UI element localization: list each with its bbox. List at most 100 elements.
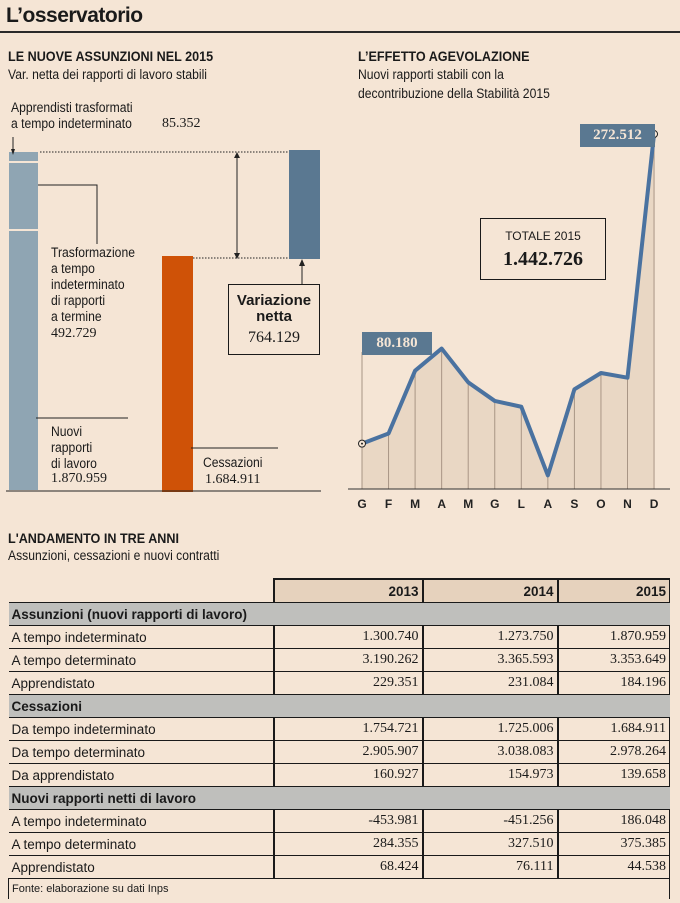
col-header: 2015 (556, 578, 670, 603)
table-row: A tempo determinato 3.190.262 3.365.593 3.3… (8, 648, 670, 672)
nuovi-label: rapporti (51, 440, 93, 455)
row-label: A tempo determinato (8, 832, 274, 856)
x-tick-label: D (650, 497, 659, 511)
table-subtitle: Assunzioni, cessazioni e nuovi contratti (8, 548, 220, 563)
table-row: Da tempo determinato 2.905.907 3.038.083 2.… (8, 740, 670, 764)
section-row: Nuovi rapporti netti di lavoro (8, 786, 670, 810)
x-tick-label: N (623, 497, 632, 511)
trasf-label: Trasformazione (51, 245, 135, 260)
nuovi-label: di lavoro (51, 456, 97, 471)
cell-value: 2.905.907 (272, 740, 423, 764)
row-label: Da tempo determinato (8, 740, 274, 764)
row-label: A tempo indeterminato (8, 809, 274, 833)
trasf-label: di rapporti (51, 293, 106, 308)
cell-value: 1.300.740 (272, 625, 423, 649)
cell-value: 76.111 (421, 855, 558, 879)
table-row: A tempo indeterminato -453.981 -451.256 186… (8, 809, 670, 833)
col-header: 2014 (421, 578, 558, 603)
bar-trasformazione (9, 163, 38, 229)
bar-variazione-netta (289, 150, 320, 259)
total-box: TOTALE 2015 1.442.726 (480, 218, 606, 280)
cell-value: -453.981 (272, 809, 423, 833)
x-tick-label: M (410, 497, 420, 511)
table-row: Apprendistato 68.424 76.111 44.538 (8, 855, 670, 879)
first-value-callout: 80.180 (362, 332, 432, 355)
cell-value: -451.256 (421, 809, 558, 833)
x-tick-label: M (463, 497, 473, 511)
row-label: Da apprendistato (8, 763, 274, 787)
cell-value: 1.273.750 (421, 625, 558, 649)
cell-value: 3.038.083 (421, 740, 558, 764)
table-row: A tempo indeterminato 1.300.740 1.273.750 1… (8, 625, 670, 649)
cell-value: 160.927 (272, 763, 423, 787)
var-value: 764.129 (248, 329, 300, 346)
var-label: Variazione (236, 292, 312, 309)
x-tick-label: S (570, 497, 578, 511)
row-label: Apprendistato (8, 855, 274, 879)
cell-value: 44.538 (556, 855, 670, 879)
row-label: Da tempo indeterminato (8, 717, 274, 741)
x-tick-label: A (437, 497, 446, 511)
x-tick-label: G (490, 497, 499, 511)
source-note: Fonte: elaborazione su dati Inps (8, 878, 670, 899)
left-chart-subtitle: Var. netta dei rapporti di lavoro stabil… (8, 67, 208, 82)
bar-nuovi-rapporti (9, 231, 38, 490)
cell-value: 3.353.649 (556, 648, 670, 672)
x-tick-label: G (357, 497, 366, 511)
area-fill (362, 134, 655, 490)
cell-value: 1.725.006 (421, 717, 558, 741)
cell-value: 184.196 (556, 671, 670, 695)
cell-value: 284.355 (272, 832, 423, 856)
section-title: Assunzioni (nuovi rapporti di lavoro) (8, 602, 670, 626)
line-chart-subtitle: Nuovi rapporti stabili con la (358, 67, 504, 82)
x-tick-label: F (385, 497, 392, 511)
cell-value: 1.684.911 (556, 717, 670, 741)
data-point-center (361, 442, 363, 445)
data-line (361, 133, 657, 478)
trasf-label: indeterminato (51, 277, 125, 292)
cell-value: 3.190.262 (272, 648, 423, 672)
nuovi-label: Nuovi (51, 424, 83, 439)
total-value: 1.442.726 (503, 248, 583, 270)
x-tick-label: L (518, 497, 525, 511)
table-title: L'ANDAMENTO IN TRE ANNI (8, 530, 179, 546)
section-title: Nuovi rapporti netti di lavoro (8, 786, 670, 810)
trasf-label: a tempo (51, 261, 95, 276)
cell-value: 68.424 (272, 855, 423, 879)
table-row: Da apprendistato 160.927 154.973 139.658 (8, 763, 670, 787)
table-row: Apprendistato 229.351 231.084 184.196 (8, 671, 670, 695)
cell-value: 186.048 (556, 809, 670, 833)
cell-value: 1.754.721 (272, 717, 423, 741)
apprendisti-label: Apprendisti trasformati (11, 100, 133, 115)
section-row: Cessazioni (8, 694, 670, 718)
cell-value: 2.978.264 (556, 740, 670, 764)
table-row: Da tempo indeterminato 1.754.721 1.725.006… (8, 717, 670, 741)
cell-value: 154.973 (421, 763, 558, 787)
table-header-row: 2013 2014 2015 (8, 578, 670, 603)
title-divider (0, 31, 680, 33)
last-value-callout: 272.512 (580, 124, 655, 147)
cell-value: 1.870.959 (556, 625, 670, 649)
apprendisti-value: 85.352 (162, 116, 201, 131)
cess-value: 1.684.911 (205, 472, 261, 487)
bar-apprendisti (9, 152, 38, 161)
page-title: L’osservatorio (6, 4, 143, 27)
table-row: A tempo determinato 284.355 327.510 375.385 (8, 832, 670, 856)
trasf-label: a termine (51, 309, 102, 324)
cell-value: 327.510 (421, 832, 558, 856)
variazione-netta-box: Variazione netta 764.129 (228, 284, 320, 355)
x-tick-label: A (544, 497, 553, 511)
cell-value: 231.084 (421, 671, 558, 695)
data-table: 2013 2014 2015 Assunzioni (nuovi rapport… (8, 578, 670, 899)
cell-value: 3.365.593 (421, 648, 558, 672)
left-chart-title: LE NUOVE ASSUNZIONI NEL 2015 (8, 48, 214, 64)
var-label: netta (256, 308, 292, 325)
row-label: A tempo indeterminato (8, 625, 274, 649)
section-title: Cessazioni (8, 694, 670, 718)
cell-value: 139.658 (556, 763, 670, 787)
leader-trasf (38, 184, 98, 244)
apprendisti-label-2: a tempo indeterminato (11, 116, 132, 131)
cell-value: 229.351 (272, 671, 423, 695)
trasf-value: 492.729 (51, 326, 97, 341)
